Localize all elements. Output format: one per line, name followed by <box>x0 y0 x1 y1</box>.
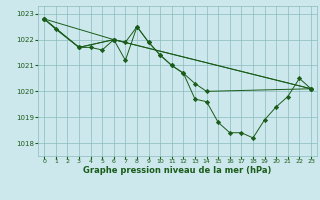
X-axis label: Graphe pression niveau de la mer (hPa): Graphe pression niveau de la mer (hPa) <box>84 166 272 175</box>
